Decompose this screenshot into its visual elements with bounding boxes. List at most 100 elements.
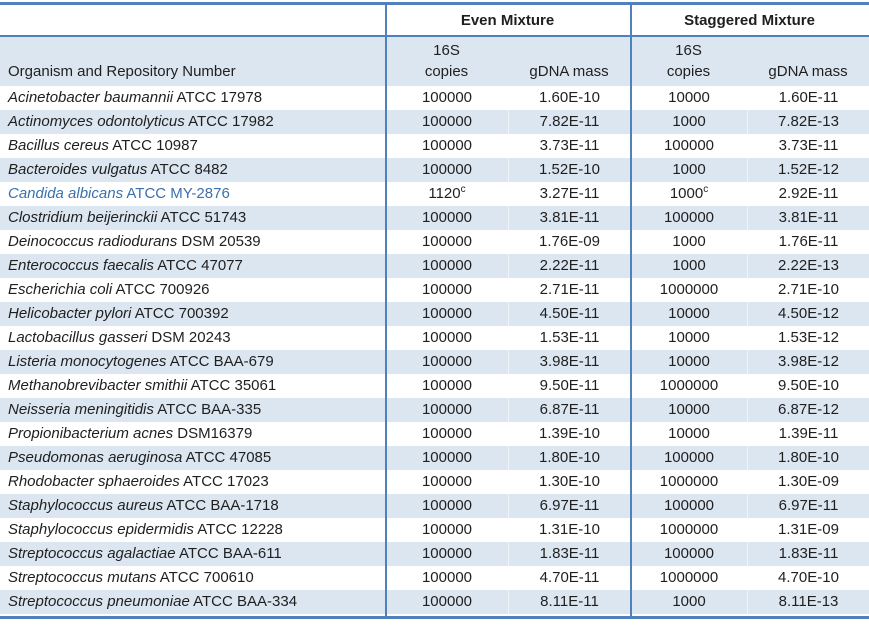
- organism-cell: Escherichia coli ATCC 700926: [0, 278, 385, 302]
- organism-cell: Candida albicans ATCC MY-2876: [0, 182, 385, 206]
- organism-name: Escherichia coli: [8, 281, 113, 298]
- table-row: Staphylococcus epidermidis ATCC 12228 10…: [0, 518, 869, 542]
- organism-repository-id: ATCC 12228: [193, 521, 283, 538]
- organism-cell: Staphylococcus epidermidis ATCC 12228: [0, 518, 385, 542]
- staggered-copies-cell: 1000: [630, 254, 747, 278]
- organism-repository-id: ATCC BAA-334: [189, 593, 298, 610]
- staggered-copies-label: copies: [666, 63, 711, 80]
- organism-cell: Enterococcus faecalis ATCC 47077: [0, 254, 385, 278]
- even-gdna-cell: 1.76E-09: [508, 230, 630, 254]
- even-16s-label: 16S: [433, 42, 460, 59]
- even-gdna-column-header: gDNA mass: [508, 37, 630, 86]
- staggered-copies-cell: 100000: [630, 542, 747, 566]
- staggered-gdna-column-header: gDNA mass: [747, 37, 869, 86]
- staggered-gdna-cell: 4.50E-12: [747, 302, 869, 326]
- organism-cell: Acinetobacter baumannii ATCC 17978: [0, 86, 385, 110]
- even-copies-column-header: 16S copies: [385, 37, 508, 86]
- even-copies-cell: 100000: [385, 398, 508, 422]
- table-row: Lactobacillus gasseri DSM 20243 100000 1…: [0, 326, 869, 350]
- table-row: Methanobrevibacter smithii ATCC 35061 10…: [0, 374, 869, 398]
- staggered-copies-cell: 1000: [630, 590, 747, 614]
- staggered-copies-cell: 10000: [630, 86, 747, 110]
- staggered-gdna-cell: 6.97E-11: [747, 494, 869, 518]
- organism-name: Streptococcus mutans: [8, 569, 157, 586]
- table-row: Streptococcus mutans ATCC 700610 100000 …: [0, 566, 869, 590]
- organism-name: Streptococcus agalactiae: [8, 545, 176, 562]
- organism-repository-id: DSM16379: [173, 425, 253, 442]
- staggered-copies-cell: 100000: [630, 494, 747, 518]
- even-copies-cell: 100000: [385, 110, 508, 134]
- organism-cell: Helicobacter pylori ATCC 700392: [0, 302, 385, 326]
- even-copies-cell: 1120c: [385, 182, 508, 206]
- even-gdna-cell: 1.39E-10: [508, 422, 630, 446]
- even-gdna-cell: 3.81E-11: [508, 206, 630, 230]
- staggered-gdna-cell: 2.92E-11: [747, 182, 869, 206]
- organism-cell: Lactobacillus gasseri DSM 20243: [0, 326, 385, 350]
- even-gdna-cell: 6.97E-11: [508, 494, 630, 518]
- organism-name: Methanobrevibacter smithii: [8, 377, 188, 394]
- organism-name: Staphylococcus aureus: [8, 497, 164, 514]
- organism-cell: Neisseria meningitidis ATCC BAA-335: [0, 398, 385, 422]
- staggered-gdna-cell: 1.53E-12: [747, 326, 869, 350]
- staggered-copies-cell: 10000: [630, 350, 747, 374]
- even-copies-cell: 100000: [385, 422, 508, 446]
- organism-cell: Listeria monocytogenes ATCC BAA-679: [0, 350, 385, 374]
- even-gdna-cell: 7.82E-11: [508, 110, 630, 134]
- table-row: Escherichia coli ATCC 700926 100000 2.71…: [0, 278, 869, 302]
- organism-repository-id: ATCC 8482: [147, 161, 228, 178]
- organism-name: Clostridium beijerinckii: [8, 209, 158, 226]
- even-gdna-cell: 1.80E-10: [508, 446, 630, 470]
- organism-name: Deinococcus radiodurans: [8, 233, 178, 250]
- table-row: Bacillus cereus ATCC 10987 100000 3.73E-…: [0, 134, 869, 158]
- organism-name: Listeria monocytogenes: [8, 353, 167, 370]
- organism-repository-id: DSM 20539: [177, 233, 261, 250]
- table-row: Deinococcus radiodurans DSM 20539 100000…: [0, 230, 869, 254]
- table-body: Acinetobacter baumannii ATCC 17978 10000…: [0, 86, 869, 614]
- staggered-group-separator-line: [630, 2, 632, 619]
- table-row: Streptococcus pneumoniae ATCC BAA-334 10…: [0, 590, 869, 614]
- organism-repository-id: ATCC BAA-611: [175, 545, 282, 562]
- staggered-gdna-cell: 2.22E-13: [747, 254, 869, 278]
- organism-cell: Streptococcus pneumoniae ATCC BAA-334: [0, 590, 385, 614]
- organism-cell: Deinococcus radiodurans DSM 20539: [0, 230, 385, 254]
- even-copies-cell: 100000: [385, 566, 508, 590]
- organism-repository-id: DSM 20243: [147, 329, 231, 346]
- even-copies-cell: 100000: [385, 134, 508, 158]
- organism-cell: Methanobrevibacter smithii ATCC 35061: [0, 374, 385, 398]
- bottom-rule: [0, 616, 869, 619]
- even-copies-cell: 100000: [385, 254, 508, 278]
- table-row: Staphylococcus aureus ATCC BAA-1718 1000…: [0, 494, 869, 518]
- even-copies-cell: 100000: [385, 350, 508, 374]
- organism-column-header: Organism and Repository Number: [0, 37, 385, 86]
- staggered-copies-cell: 1000000: [630, 566, 747, 590]
- even-gdna-cell: 6.87E-11: [508, 398, 630, 422]
- staggered-copies-cell: 1000000: [630, 518, 747, 542]
- even-gdna-cell: 2.22E-11: [508, 254, 630, 278]
- even-copies-cell: 100000: [385, 158, 508, 182]
- even-mixture-header: Even Mixture: [460, 11, 555, 29]
- organism-name: Helicobacter pylori: [8, 305, 132, 322]
- even-copies-cell: 100000: [385, 326, 508, 350]
- organism-repository-id: ATCC BAA-679: [166, 353, 274, 370]
- staggered-gdna-cell: 1.60E-11: [747, 86, 869, 110]
- even-gdna-cell: 1.83E-11: [508, 542, 630, 566]
- header-divider-rule: [0, 35, 869, 37]
- even-gdna-cell: 1.30E-10: [508, 470, 630, 494]
- table-row: Helicobacter pylori ATCC 700392 100000 4…: [0, 302, 869, 326]
- staggered-gdna-cell: 1.76E-11: [747, 230, 869, 254]
- even-gdna-cell: 1.60E-10: [508, 86, 630, 110]
- staggered-gdna-cell: 1.52E-12: [747, 158, 869, 182]
- organism-repository-id: ATCC BAA-335: [153, 401, 262, 418]
- organism-name: Bacteroides vulgatus: [8, 161, 148, 178]
- even-gdna-cell: 1.52E-10: [508, 158, 630, 182]
- organism-repository-id: ATCC 700392: [131, 305, 229, 322]
- staggered-copies-cell: 1000: [630, 110, 747, 134]
- staggered-copies-cell: 10000: [630, 302, 747, 326]
- table-row: Clostridium beijerinckii ATCC 51743 1000…: [0, 206, 869, 230]
- even-copies-cell: 100000: [385, 278, 508, 302]
- organism-cell: Staphylococcus aureus ATCC BAA-1718: [0, 494, 385, 518]
- staggered-copies-cell: 10000: [630, 398, 747, 422]
- table-row: Pseudomonas aeruginosa ATCC 47085 100000…: [0, 446, 869, 470]
- even-gdna-cell: 3.98E-11: [508, 350, 630, 374]
- organism-cell: Bacteroides vulgatus ATCC 8482: [0, 158, 385, 182]
